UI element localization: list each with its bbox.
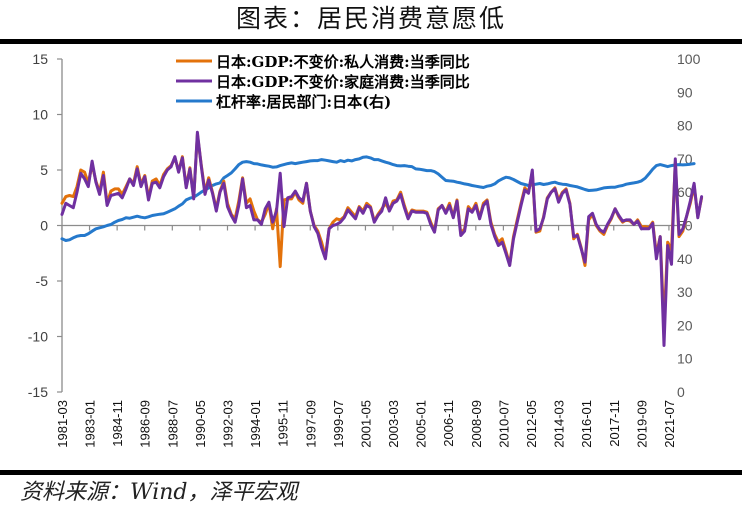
chart: 151050-5-10-1510090807060504030201001981… [28, 51, 704, 448]
x-tick-label: 2012-05 [524, 400, 539, 448]
x-tick-label: 2017-11 [607, 400, 622, 447]
series-line-1 [60, 130, 704, 347]
x-tick-label: 1981-03 [55, 400, 70, 448]
y2-tick-label: 20 [677, 317, 693, 333]
x-tick-label: 1984-11 [110, 400, 125, 447]
axes: 151050-5-10-1510090807060504030201001981… [28, 51, 701, 448]
series-line-2 [60, 155, 696, 242]
chart-title: 图表：居民消费意愿低 [235, 4, 506, 33]
legend-label: 日本:GDP:不变价:私人消费:当季同比 [216, 53, 470, 71]
x-tick-label: 2019-09 [634, 400, 649, 448]
y-tick-label: 5 [40, 162, 48, 178]
x-tick-label: 1992-03 [220, 400, 235, 448]
y-tick-label: -5 [36, 273, 49, 289]
series-lines [60, 130, 704, 347]
y2-tick-label: 90 [677, 84, 693, 100]
legend-label: 日本:GDP:不变价:家庭消费:当季同比 [216, 73, 470, 91]
x-tick-label: 2005-01 [414, 400, 429, 448]
x-tick-label: 1988-07 [165, 400, 180, 448]
x-tick-label: 2014-03 [552, 400, 567, 448]
y-tick-label: 0 [40, 218, 48, 234]
y-tick-label: 10 [32, 107, 48, 123]
x-tick-label: 2001-05 [358, 400, 373, 448]
legend: 日本:GDP:不变价:私人消费:当季同比日本:GDP:不变价:家庭消费:当季同比… [176, 53, 470, 111]
x-tick-label: 2006-11 [441, 400, 456, 447]
x-tick-label: 1983-01 [83, 400, 98, 448]
y2-tick-label: 10 [677, 351, 693, 367]
y2-tick-label: 40 [677, 251, 693, 267]
y-tick-label: -10 [28, 329, 48, 345]
x-tick-label: 1986-09 [138, 400, 153, 448]
y2-tick-label: 0 [677, 384, 685, 400]
x-tick-label: 1995-11 [276, 400, 291, 447]
x-tick-label: 2021-07 [662, 400, 677, 448]
x-tick-label: 1990-05 [193, 400, 208, 448]
bottom-rule [0, 470, 742, 475]
x-tick-label: 1997-09 [303, 400, 318, 448]
legend-label: 杠杆率:居民部门:日本(右) [216, 93, 391, 111]
source-note: 资料来源：Wind，泽平宏观 [20, 480, 298, 505]
x-tick-label: 2008-09 [469, 400, 484, 448]
x-tick-label: 1994-01 [248, 400, 263, 448]
y2-tick-label: 80 [677, 118, 693, 134]
y2-tick-label: 60 [677, 184, 693, 200]
x-tick-label: 1999-07 [331, 400, 346, 448]
y-tick-label: -15 [28, 384, 48, 400]
top-rule [0, 39, 742, 44]
y-tick-label: 15 [32, 51, 48, 67]
x-tick-label: 2010-07 [496, 400, 511, 448]
x-tick-label: 2016-01 [579, 400, 594, 448]
y2-tick-label: 30 [677, 284, 693, 300]
y2-tick-label: 100 [677, 51, 701, 67]
x-tick-label: 2003-03 [386, 400, 401, 448]
